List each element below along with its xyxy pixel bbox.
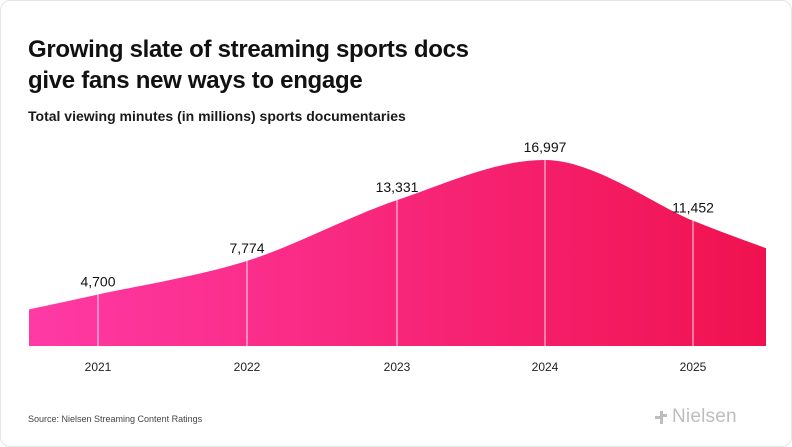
chart-subtitle: Total viewing minutes (in millions) spor…	[28, 108, 406, 124]
x-tick-label-2023: 2023	[384, 360, 411, 374]
source-note: Source: Nielsen Streaming Content Rating…	[28, 414, 203, 424]
x-tick-label-2021: 2021	[85, 360, 112, 374]
title-line-1: Growing slate of streaming sports docs	[28, 36, 469, 63]
x-tick-label-2022: 2022	[234, 360, 261, 374]
data-label-2022: 7,774	[229, 240, 264, 256]
data-label-2023: 13,331	[376, 179, 419, 195]
title-line-2: give fans new ways to engage	[28, 67, 363, 94]
data-label-2024: 16,997	[524, 139, 567, 155]
data-label-2021: 4,700	[80, 274, 115, 290]
nielsen-logo: Nielsen	[655, 406, 737, 428]
x-tick-label-2024: 2024	[532, 360, 559, 374]
data-label-2025: 11,452	[672, 200, 714, 216]
nielsen-logo-text: Nielsen	[672, 406, 737, 427]
x-tick-label-2025: 2025	[680, 360, 707, 374]
chart-title: Growing slate of streaming sports docs g…	[28, 34, 588, 96]
nielsen-logo-icon	[655, 410, 667, 424]
